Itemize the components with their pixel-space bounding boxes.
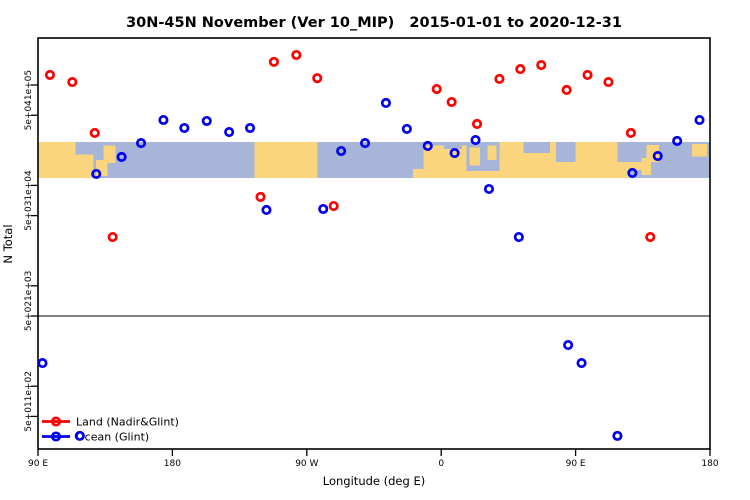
- y-tick-label: 1e+02: [24, 371, 34, 401]
- data-point-ocean: [401, 123, 412, 134]
- data-point-ocean: [37, 358, 48, 369]
- y-axis-label: N Total: [1, 224, 15, 263]
- data-point-ocean: [470, 134, 481, 146]
- y-tick-label: 5e+04: [24, 100, 34, 131]
- land-patch: [692, 143, 708, 157]
- data-point-land: [44, 69, 55, 80]
- x-tick-label: 180: [164, 459, 181, 469]
- land-patch: [423, 145, 467, 178]
- y-tick-label: 5e+03: [24, 200, 34, 230]
- data-point-ocean: [652, 151, 663, 162]
- legend-marker-land: [50, 416, 62, 427]
- land-patch: [73, 154, 94, 178]
- data-point-ocean: [91, 168, 102, 180]
- data-point-ocean: [612, 430, 623, 441]
- data-point-land: [312, 73, 323, 84]
- x-tick-label: 180: [701, 459, 718, 469]
- data-point-ocean: [135, 138, 147, 149]
- data-point-land: [561, 84, 572, 96]
- data-point-ocean: [245, 122, 256, 134]
- data-point-ocean: [336, 145, 347, 157]
- sea-patch: [617, 142, 642, 162]
- data-point-ocean: [449, 147, 460, 159]
- x-tick-label: 90 W: [295, 459, 318, 469]
- data-point-ocean: [224, 126, 235, 138]
- data-point-ocean: [261, 204, 272, 216]
- data-point-ocean: [74, 430, 85, 441]
- y-tick-label: 1e+03: [24, 271, 34, 301]
- land-patch: [487, 145, 497, 160]
- data-point-land: [328, 200, 339, 212]
- y-tick-label: 5e+02: [24, 301, 34, 331]
- data-point-land: [107, 231, 118, 243]
- legend-label-land: Land (Nadir&Glint): [76, 416, 179, 429]
- data-point-land: [471, 118, 483, 130]
- data-point-ocean: [576, 358, 587, 369]
- sea-patch: [556, 142, 576, 162]
- chart-title: 30N-45N November (Ver 10_MIP) 2015-01-01…: [126, 15, 622, 31]
- x-tick-label: 90 E: [28, 459, 48, 469]
- data-point-ocean: [563, 339, 574, 351]
- data-point-ocean: [672, 135, 683, 147]
- land-patch: [96, 160, 108, 177]
- land-patch: [469, 147, 481, 166]
- sea-patch: [444, 142, 463, 150]
- data-point-land: [582, 69, 593, 80]
- x-tick-label: 90 E: [566, 459, 586, 469]
- data-point-land: [603, 76, 614, 88]
- data-point-land: [268, 56, 279, 67]
- land-patch: [38, 142, 76, 178]
- land-patch: [465, 170, 500, 178]
- legend: Land (Nadir&Glint) Ocean (Glint): [42, 416, 179, 444]
- data-point-land: [89, 127, 100, 138]
- data-point-land: [67, 76, 78, 88]
- data-point-ocean: [179, 122, 190, 134]
- data-point-ocean: [359, 138, 371, 149]
- data-point-land: [494, 73, 505, 84]
- land-patch: [646, 144, 660, 162]
- legend-label-ocean: Ocean (Glint): [76, 431, 149, 444]
- data-point-land: [645, 231, 656, 243]
- data-point-ocean: [627, 167, 638, 179]
- land-patch: [103, 145, 116, 163]
- data-point-land: [291, 49, 302, 61]
- data-point-land: [446, 96, 457, 108]
- data-point-ocean: [380, 97, 391, 109]
- data-point-land: [515, 64, 526, 75]
- y-tick-label: 5e+01: [24, 401, 34, 431]
- y-tick-label: 1e+05: [24, 70, 34, 100]
- x-tick-label: 0: [438, 459, 444, 469]
- data-point-ocean: [694, 114, 705, 126]
- data-point-ocean: [483, 183, 495, 195]
- data-point-ocean: [116, 151, 127, 163]
- legend-marker-ocean: [50, 431, 62, 442]
- map-band: [38, 142, 710, 178]
- data-point-land: [625, 127, 636, 138]
- data-point-land: [255, 191, 266, 203]
- land-patch: [254, 142, 318, 178]
- data-points-group: [37, 49, 705, 441]
- data-point-ocean: [318, 203, 329, 215]
- plot-border: [37, 37, 711, 450]
- data-point-ocean: [201, 115, 212, 127]
- data-point-land: [536, 60, 547, 71]
- y-tick-label: 1e+04: [24, 170, 34, 201]
- sea-patch: [523, 142, 551, 153]
- data-point-ocean: [158, 114, 169, 126]
- data-point-land: [431, 83, 442, 95]
- data-point-ocean: [422, 140, 433, 152]
- x-axis-label: Longitude (deg E): [323, 474, 425, 488]
- land-patch: [639, 158, 652, 176]
- data-point-ocean: [513, 231, 524, 243]
